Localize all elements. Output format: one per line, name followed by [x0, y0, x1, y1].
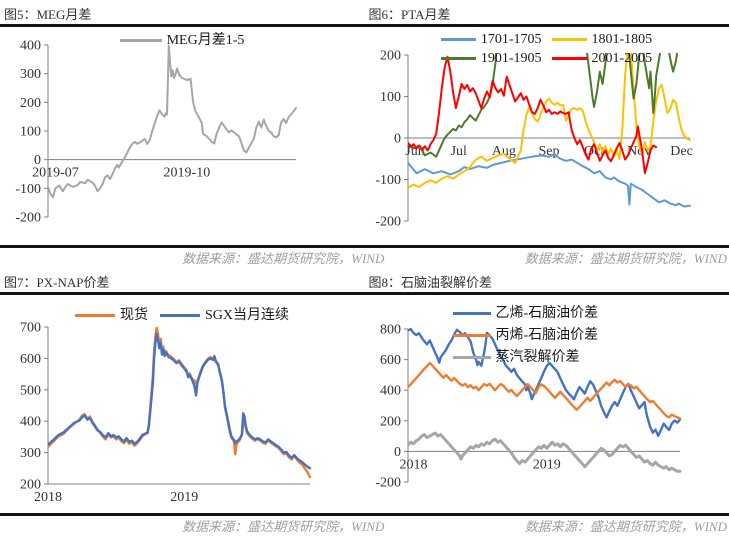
legend-item: 1701-1705	[440, 31, 542, 48]
svg-text:2019-10: 2019-10	[164, 166, 211, 181]
data-source-note: 数据来源：盛达期货研究院，WIND	[524, 251, 727, 266]
source-row-bottom: 数据来源：盛达期货研究院，WIND 数据来源：盛达期货研究院，WIND	[0, 516, 729, 536]
chart7-panel: 700 600 500 400 300 200 2018 2019 现货 SGX当月连续	[0, 295, 364, 513]
svg-text:100: 100	[380, 90, 401, 105]
charts-row-top: 400 300 200 100 0 -100 -200 2019-07 2019-10 MEG月…	[0, 27, 729, 245]
legend-item: 1801-1805	[551, 31, 653, 48]
svg-text:600: 600	[380, 353, 401, 368]
source-row-top: 数据来源：盛达期货研究院，WIND 数据来源：盛达期货研究院，WIND	[0, 248, 729, 268]
svg-text:800: 800	[380, 323, 401, 338]
meg-spread-chart-canvas: 400 300 200 100 0 -100 -200 2019-07 2019-10	[15, 39, 297, 226]
svg-text:Jul: Jul	[450, 144, 466, 159]
data-source-note: 数据来源：盛达期货研究院，WIND	[182, 251, 385, 266]
chart7-legend: 现货 SGX当月连续	[0, 307, 364, 324]
svg-text:2019: 2019	[532, 457, 560, 472]
legend-row: 1701-1705 1801-1805	[440, 31, 653, 48]
svg-text:100: 100	[20, 125, 41, 140]
charts-block-top: 图5：MEG月差 图6：PTA月差 400 300 200 100 0 -100 -200 2…	[0, 0, 729, 268]
legend-item: 丙烯-石脑油价差	[452, 327, 599, 344]
chart8-title: 图8：石脑油裂解价差	[368, 275, 493, 290]
title-row-bottom: 图7：PX-NAP价差 图8：石脑油裂解价差	[0, 272, 729, 292]
chart8-panel: 800 600 400 200 0 -200 2018 2019 乙烯-石脑油价差 丙烯-石脑…	[365, 295, 729, 513]
legend-item: MEG月差1-5	[119, 32, 245, 49]
svg-text:2018: 2018	[34, 490, 62, 505]
chart8-legend: 乙烯-石脑油价差 丙烯-石脑油价差 蒸汽裂解价差	[452, 305, 599, 366]
divider-line	[0, 245, 729, 248]
legend-swatch-1701-1705	[440, 38, 476, 41]
svg-text:200: 200	[20, 478, 41, 493]
chart6-title: 图6：PTA月差	[368, 7, 451, 22]
svg-text:0: 0	[394, 132, 401, 147]
chart5-title: 图5：MEG月差	[4, 7, 92, 22]
legend-label: 乙烯-石脑油价差	[495, 306, 599, 321]
svg-text:200: 200	[380, 49, 401, 64]
legend-label: 现货	[119, 308, 148, 323]
svg-text:400: 400	[20, 415, 41, 430]
divider-line	[0, 292, 729, 295]
legend-item: 现货	[74, 307, 148, 324]
legend-item: 乙烯-石脑油价差	[452, 305, 599, 322]
svg-text:700: 700	[20, 321, 41, 336]
legend-item: 2001-2005	[551, 50, 653, 67]
svg-text:400: 400	[380, 384, 401, 399]
legend-label: 1701-1705	[480, 32, 542, 47]
svg-text:200: 200	[380, 414, 401, 429]
svg-text:-200: -200	[375, 476, 401, 491]
legend-label: 蒸汽裂解价差	[495, 350, 580, 365]
svg-text:-200: -200	[375, 215, 401, 230]
legend-label: 1801-1805	[591, 32, 653, 47]
legend-swatch-propylene	[452, 334, 491, 337]
svg-text:200: 200	[20, 96, 41, 111]
legend-swatch-1901-1905	[440, 57, 476, 60]
legend-swatch-ethylene	[452, 312, 491, 315]
legend-label: MEG月差1-5	[166, 33, 245, 48]
chart6-panel: 200 100 0 -100 -200 Jun Jul Aug Sep Oct Nov Dec 170…	[365, 27, 729, 245]
charts-row-bottom: 700 600 500 400 300 200 2018 2019 现货 SGX当月连续 80…	[0, 295, 729, 513]
svg-text:600: 600	[20, 352, 41, 367]
legend-item: SGX当月连续	[159, 307, 289, 324]
divider-line	[0, 513, 729, 516]
legend-label: 1901-1905	[480, 51, 542, 66]
svg-text:300: 300	[20, 67, 41, 82]
divider-line	[0, 24, 729, 27]
legend-label: SGX当月连续	[204, 308, 289, 323]
legend-swatch-sgx	[159, 314, 200, 317]
data-source-note: 数据来源：盛达期货研究院，WIND	[182, 519, 385, 534]
chart7-title: 图7：PX-NAP价差	[4, 275, 110, 290]
svg-text:Dec: Dec	[670, 144, 693, 159]
legend-swatch-steam-crack	[452, 356, 491, 359]
svg-text:2018: 2018	[399, 457, 427, 472]
legend-item: 蒸汽裂解价差	[452, 349, 580, 366]
legend-item: 1901-1905	[440, 50, 542, 67]
title-row-top: 图5：MEG月差 图6：PTA月差	[0, 4, 729, 24]
svg-text:2019-07: 2019-07	[32, 166, 79, 181]
chart5-panel: 400 300 200 100 0 -100 -200 2019-07 2019-10 MEG月…	[0, 27, 364, 245]
legend-swatch-1801-1805	[551, 38, 587, 41]
chart5-legend: MEG月差1-5	[0, 32, 364, 49]
svg-text:2019: 2019	[170, 490, 198, 505]
svg-text:300: 300	[20, 446, 41, 461]
charts-block-bottom: 图7：PX-NAP价差 图8：石脑油裂解价差 700 600 500 400 300 20…	[0, 268, 729, 536]
svg-text:-100: -100	[15, 182, 41, 197]
legend-row: 1901-1905 2001-2005	[440, 50, 653, 67]
svg-text:-100: -100	[375, 173, 401, 188]
legend-swatch-meg	[119, 39, 162, 42]
legend-swatch-2001-2005	[551, 57, 587, 60]
legend-label: 2001-2005	[591, 51, 653, 66]
svg-text:0: 0	[394, 445, 401, 460]
svg-text:-200: -200	[15, 211, 41, 226]
chart6-legend: 1701-1705 1801-1805 1901-1905	[365, 31, 729, 67]
legend-label: 丙烯-石脑油价差	[495, 328, 599, 343]
svg-text:500: 500	[20, 383, 41, 398]
legend-swatch-spot	[74, 314, 115, 317]
data-source-note: 数据来源：盛达期货研究院，WIND	[524, 519, 727, 534]
svg-text:0: 0	[34, 153, 41, 168]
svg-text:Nov: Nov	[627, 144, 651, 159]
svg-text:400: 400	[20, 39, 41, 54]
